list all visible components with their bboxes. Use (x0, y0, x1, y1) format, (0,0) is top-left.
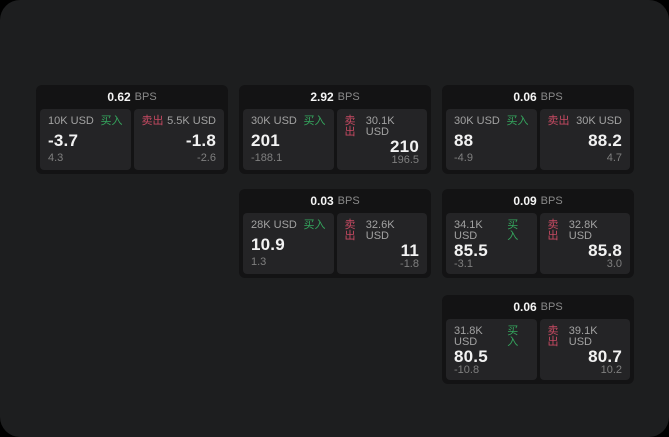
sell-delta: -1.8 (400, 258, 419, 270)
sell-side-label: 卖出 (141, 115, 164, 127)
quote-card: 0.09 BPS 34.1K USD 买入 85.5 -3.1 卖出 32.8K… (442, 189, 634, 278)
sell-price: 85.8 (588, 241, 622, 260)
card-header: 0.03 BPS (243, 189, 427, 213)
spread-unit: BPS (540, 90, 563, 103)
sell-quote-tile[interactable]: 卖出 32.6K USD 11 -1.8 (336, 213, 427, 274)
spread-value: 0.06 (513, 90, 537, 104)
sell-size: 39.1K USD (568, 325, 598, 348)
buy-quote-tile[interactable]: 34.1K USD 买入 85.5 -3.1 (446, 213, 537, 274)
quote-card: 0.03 BPS 28K USD 买入 10.9 1.3 卖出 32.6K US… (239, 189, 431, 278)
buy-size: 30K USD (454, 115, 500, 127)
buy-side-label: 买入 (303, 219, 326, 231)
sell-delta: 10.2 (600, 364, 622, 376)
sell-side-label: 卖出 (344, 115, 356, 138)
buy-size: 31.8K USD (454, 325, 483, 348)
buy-quote-tile[interactable]: 30K USD 买入 201 -188.1 (243, 109, 334, 170)
quote-card: 2.92 BPS 30K USD 买入 201 -188.1 卖出 30.1K … (239, 85, 431, 174)
sell-delta: 3.0 (606, 258, 622, 270)
sell-quote-tile[interactable]: 卖出 32.8K USD 85.8 3.0 (539, 213, 630, 274)
buy-delta: 1.3 (251, 256, 267, 268)
sell-side-label: 卖出 (547, 219, 559, 242)
buy-size: 10K USD (48, 115, 94, 127)
buy-quote-tile[interactable]: 30K USD 买入 88 -4.9 (446, 109, 537, 170)
buy-side-label: 买入 (100, 115, 123, 127)
buy-size: 34.1K USD (454, 219, 483, 242)
quote-panels: 10K USD 买入 -3.7 4.3 卖出 5.5K USD -1.8 -2.… (40, 109, 224, 170)
quote-card: 0.06 BPS 30K USD 买入 88 -4.9 卖出 30K USD 8… (442, 85, 634, 174)
buy-size: 28K USD (251, 219, 297, 231)
buy-price: 80.5 (454, 347, 488, 366)
buy-side-label: 买入 (303, 115, 326, 127)
quote-panels: 31.8K USD 买入 80.5 -10.8 卖出 39.1K USD 80.… (446, 319, 630, 380)
spread-unit: BPS (134, 90, 157, 103)
quote-panels: 30K USD 买入 88 -4.9 卖出 30K USD 88.2 4.7 (446, 109, 630, 170)
card-header: 2.92 BPS (243, 85, 427, 109)
spread-value: 0.03 (310, 194, 334, 208)
quote-card: 0.62 BPS 10K USD 买入 -3.7 4.3 卖出 5.5K USD… (36, 85, 228, 174)
spread-value: 0.09 (513, 194, 537, 208)
buy-delta: -3.1 (454, 258, 473, 270)
sell-delta: -2.6 (197, 152, 216, 164)
sell-quote-tile[interactable]: 卖出 30.1K USD 210 196.5 (336, 109, 427, 170)
quote-panels: 34.1K USD 买入 85.5 -3.1 卖出 32.8K USD 85.8… (446, 213, 630, 274)
card-header: 0.06 BPS (446, 85, 630, 109)
buy-price: 88 (454, 130, 474, 150)
quote-panels: 30K USD 买入 201 -188.1 卖出 30.1K USD 210 1… (243, 109, 427, 170)
buy-delta: -10.8 (454, 364, 480, 376)
sell-delta: 4.7 (606, 152, 622, 164)
buy-delta: -4.9 (454, 152, 473, 164)
spread-unit: BPS (337, 194, 360, 207)
sell-price: 210 (390, 137, 419, 156)
spread-value: 2.92 (310, 90, 334, 104)
buy-price: 10.9 (251, 234, 285, 254)
spread-value: 0.06 (513, 300, 537, 314)
buy-side-label: 买入 (506, 115, 529, 127)
spread-value: 0.62 (107, 90, 131, 104)
sell-price: -1.8 (185, 130, 216, 150)
sell-side-label: 卖出 (344, 219, 356, 242)
sell-quote-tile[interactable]: 卖出 5.5K USD -1.8 -2.6 (133, 109, 224, 170)
sell-quote-tile[interactable]: 卖出 30K USD 88.2 4.7 (539, 109, 630, 170)
sell-side-label: 卖出 (547, 115, 570, 127)
spread-unit: BPS (540, 194, 563, 207)
buy-delta: -188.1 (251, 152, 283, 164)
sell-quote-tile[interactable]: 卖出 39.1K USD 80.7 10.2 (539, 319, 630, 380)
sell-size: 32.8K USD (568, 219, 598, 242)
sell-size: 5.5K USD (167, 115, 216, 127)
sell-price: 11 (400, 241, 419, 260)
buy-price: 85.5 (454, 241, 488, 260)
sell-size: 30K USD (576, 115, 622, 127)
buy-size: 30K USD (251, 115, 297, 127)
buy-price: -3.7 (48, 130, 79, 150)
spread-unit: BPS (540, 300, 563, 313)
card-header: 0.09 BPS (446, 189, 630, 213)
buy-side-label: 买入 (507, 325, 519, 348)
quote-card: 0.06 BPS 31.8K USD 买入 80.5 -10.8 卖出 39.1… (442, 295, 634, 384)
sell-side-label: 卖出 (547, 325, 559, 348)
buy-delta: 4.3 (48, 152, 64, 164)
sell-size: 32.6K USD (365, 219, 395, 242)
sell-delta: 196.5 (391, 154, 419, 166)
quote-panels: 28K USD 买入 10.9 1.3 卖出 32.6K USD 11 -1.8 (243, 213, 427, 274)
buy-quote-tile[interactable]: 31.8K USD 买入 80.5 -10.8 (446, 319, 537, 380)
buy-side-label: 买入 (507, 219, 519, 242)
sell-price: 88.2 (588, 130, 622, 150)
spread-unit: BPS (337, 90, 360, 103)
card-header: 0.62 BPS (40, 85, 224, 109)
sell-price: 80.7 (588, 347, 622, 366)
buy-price: 201 (251, 130, 280, 150)
card-header: 0.06 BPS (446, 295, 630, 319)
sell-size: 30.1K USD (365, 115, 395, 138)
buy-quote-tile[interactable]: 28K USD 买入 10.9 1.3 (243, 213, 334, 274)
buy-quote-tile[interactable]: 10K USD 买入 -3.7 4.3 (40, 109, 131, 170)
